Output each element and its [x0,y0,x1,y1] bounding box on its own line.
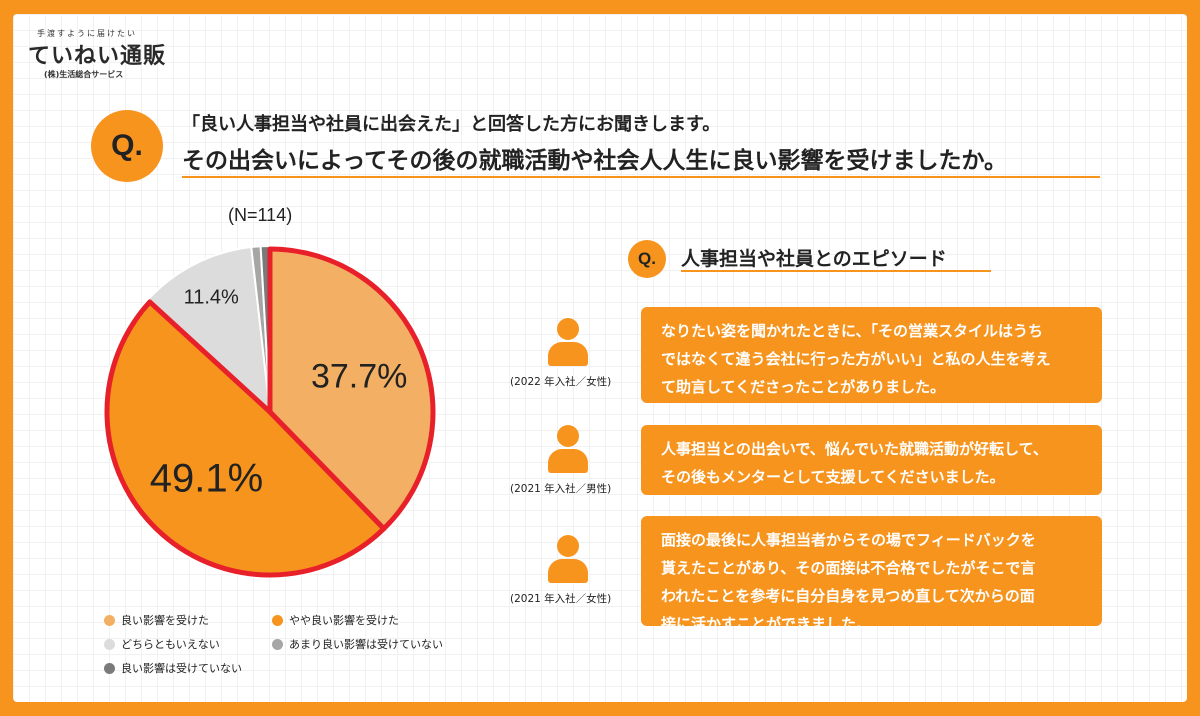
legend-swatch-not-much [272,638,283,650]
pie-slice-2 [146,245,272,415]
question-line-1: 「良い人事担当や社員に出会えた」と回答した方にお聞きします。 [182,114,721,135]
legend-swatch-none [104,662,115,674]
episode-bubble-1: なりたい姿を聞かれたときに、「その営業スタイルはうち ではなくて違う会社に行った… [641,307,1102,403]
legend-swatch-good [104,614,115,626]
pie-slice-highlight-0 [267,246,436,532]
legend-label-good: 良い影響を受けた [121,614,209,627]
logo-company: (株)生活総合サービス [44,70,124,79]
legend-label-somewhat-good: やや良い影響を受けた [289,614,399,627]
pie-slice-highlight-1 [104,299,387,578]
legend-swatch-neutral [104,638,115,650]
pie-chart: 37.7% 49.1% 11.4% [103,244,437,579]
episode-bubble-2: 人事担当との出会いで、悩んでいた就職活動が好転して、 その後もメンターとして支援… [641,425,1102,495]
person-icon [548,535,588,583]
person-icon [548,318,588,366]
episode-caption-2: (2021 年入社／男性) [510,483,612,495]
sample-size-label: (N=114) [228,205,293,225]
logo: ていねい通販 [28,44,167,69]
legend-label-none: 良い影響は受けていない [121,662,242,675]
person-icon [548,425,588,473]
logo-tagline: 手渡すように届けたい [37,29,137,38]
legend-item-good: 良い影響を受けた [104,612,209,628]
question-underline [182,176,1100,178]
episodes-underline [681,270,991,272]
episodes-badge: Q. [628,240,666,278]
legend-item-neutral: どちらともいえない [104,636,220,652]
pie-slice-1 [103,298,388,579]
question-line-2: その出会いによってその後の就職活動や社会人人生に良い影響を受けましたか。 [182,148,1008,174]
pie-label-2: 11.4% [184,287,239,309]
episode-caption-1: (2022 年入社／女性) [510,376,612,388]
pie-label-1: 49.1% [150,457,263,501]
episode-bubble-3: 面接の最後に人事担当者からその場でフィードバックを 貰えたことがあり、その面接は… [641,516,1102,633]
legend-label-neutral: どちらともいえない [121,638,220,651]
legend-swatch-somewhat-good [272,614,283,626]
pie-label-0: 37.7% [311,358,407,396]
episode-caption-3: (2021 年入社／女性) [510,593,612,605]
episodes-title: 人事担当や社員とのエピソード [681,248,947,270]
legend-label-not-much: あまり良い影響は受けていない [289,638,443,651]
pie-slice-0 [269,244,437,533]
legend-item-none: 良い影響は受けていない [104,660,242,676]
legend-item-somewhat-good: やや良い影響を受けた [272,612,399,628]
legend-item-not-much: あまり良い影響は受けていない [272,636,443,652]
question-badge: Q. [91,110,163,182]
